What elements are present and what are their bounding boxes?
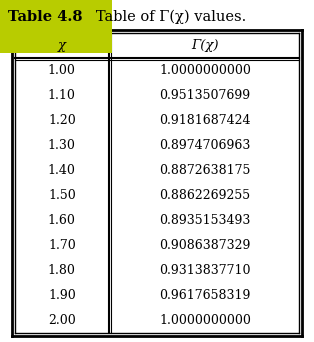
Text: 1.60: 1.60 [48, 214, 76, 227]
Text: 0.8872638175: 0.8872638175 [160, 164, 251, 177]
Text: Γ(χ): Γ(χ) [191, 39, 219, 52]
Text: 1.20: 1.20 [48, 114, 76, 127]
Text: 1.0000000000: 1.0000000000 [159, 64, 251, 77]
Text: χ: χ [58, 39, 66, 52]
Text: 1.90: 1.90 [48, 289, 76, 302]
Text: 0.8862269255: 0.8862269255 [160, 189, 251, 202]
Text: 0.9617658319: 0.9617658319 [160, 289, 251, 302]
Text: 1.0000000000: 1.0000000000 [159, 314, 251, 327]
Text: Table 4.8: Table 4.8 [8, 10, 83, 24]
Text: 2.00: 2.00 [48, 314, 76, 327]
Text: 1.50: 1.50 [48, 189, 76, 202]
Text: 0.9086387329: 0.9086387329 [160, 239, 251, 252]
Text: 0.9313837710: 0.9313837710 [160, 264, 251, 277]
Text: 0.9513507699: 0.9513507699 [160, 89, 251, 102]
Text: 1.30: 1.30 [48, 139, 76, 152]
Text: 1.10: 1.10 [48, 89, 76, 102]
Text: 1.40: 1.40 [48, 164, 76, 177]
Text: Table of Γ(χ) values.: Table of Γ(χ) values. [82, 10, 246, 24]
Text: 1.70: 1.70 [48, 239, 76, 252]
Text: 0.8935153493: 0.8935153493 [160, 214, 251, 227]
Text: 0.9181687424: 0.9181687424 [160, 114, 251, 127]
Text: 0.8974706963: 0.8974706963 [160, 139, 251, 152]
Text: 1.00: 1.00 [48, 64, 76, 77]
Text: 1.80: 1.80 [48, 264, 76, 277]
